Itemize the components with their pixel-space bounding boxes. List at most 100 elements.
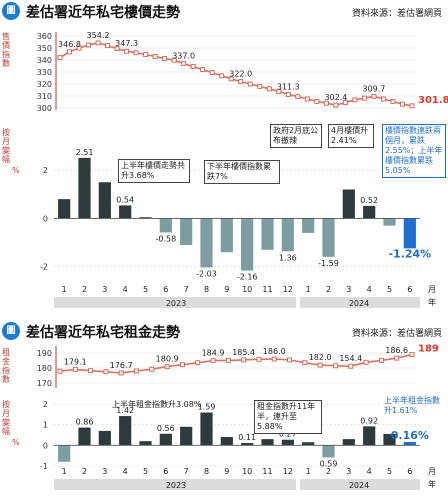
data-point (238, 79, 244, 85)
data-point (378, 357, 384, 363)
bar (220, 437, 233, 446)
data-point (143, 52, 149, 58)
x-tick-label: 12 (283, 467, 293, 476)
bar (403, 442, 416, 446)
data-label: 189 (418, 344, 439, 355)
year-suffix: 年 (428, 297, 436, 307)
bar (241, 218, 254, 271)
rent-change-y-label: 按月變幅 (2, 400, 10, 436)
x-tick-label: 9 (224, 467, 229, 476)
price-change-unit: % (12, 166, 20, 175)
data-label: 180.9 (156, 355, 179, 364)
data-point (409, 352, 415, 358)
x-tick-label: 6 (407, 285, 412, 294)
data-point (361, 95, 367, 101)
data-point (152, 53, 158, 59)
data-label: 309.7 (362, 84, 385, 93)
x-tick-label: 4 (367, 285, 372, 294)
data-point (57, 368, 63, 374)
annotation-h1-price: 上半年樓價走勢共升3.68% (118, 159, 190, 183)
data-point (409, 103, 415, 109)
data-point (133, 50, 139, 56)
bar (342, 439, 355, 446)
data-point (342, 100, 348, 106)
y-tick-label: 0 (43, 214, 48, 223)
data-label: -2.16 (237, 273, 258, 282)
x-tick-label: 7 (184, 467, 189, 476)
x-tick-label: 2 (82, 467, 87, 476)
data-point (179, 362, 185, 368)
data-label: 0.16% (391, 429, 429, 442)
annotation-rent-streak: 租金指數升11年半，連升至5.88% (254, 400, 322, 434)
data-point (314, 98, 320, 104)
data-label: 337.0 (172, 52, 195, 61)
year-band (54, 297, 296, 308)
x-tick-label: 7 (184, 285, 189, 294)
data-label: -0.58 (155, 234, 176, 243)
source-note: 資料來源：差估署網頁 (351, 9, 442, 19)
data-label: 0.59 (320, 459, 338, 468)
y-tick-label: 350 (37, 44, 52, 53)
x-tick-label: 4 (367, 467, 372, 476)
data-point (266, 86, 272, 92)
y-tick-label: -1 (40, 462, 48, 471)
year-band (300, 297, 420, 308)
year-label: 2023 (166, 481, 186, 490)
data-point (118, 370, 124, 376)
chart-title: 差估署近年私宅租金走勢 (26, 325, 180, 341)
data-label: 186.6 (385, 346, 408, 355)
y-tick-label: 330 (37, 68, 52, 77)
data-label: 302.4 (324, 93, 347, 102)
data-label: 322.0 (229, 70, 252, 79)
bar (342, 189, 355, 219)
data-label: 347.3 (115, 39, 138, 48)
x-tick-label: 1 (306, 467, 311, 476)
data-point (181, 61, 187, 67)
data-point (86, 42, 91, 48)
data-point (57, 55, 63, 61)
year-band (300, 479, 420, 490)
bar (119, 416, 132, 446)
data-point (271, 356, 277, 362)
data-point (200, 67, 206, 73)
data-label: -2.03 (196, 269, 217, 278)
data-label: 179.1 (64, 357, 87, 366)
data-point (241, 357, 247, 363)
data-point (352, 97, 358, 103)
series-line (59, 353, 413, 374)
data-point (276, 88, 282, 94)
data-label: 1.42 (116, 406, 134, 415)
x-tick-label: 6 (163, 467, 168, 476)
data-point (363, 359, 369, 365)
data-point (348, 363, 354, 369)
data-point (210, 358, 216, 364)
x-tick-label: 6 (407, 467, 412, 476)
data-point (105, 43, 111, 49)
x-tick-label: 1 (62, 467, 67, 476)
data-point (394, 355, 400, 361)
annotation-h2-price: 下半年樓價指數累跌7% (204, 160, 280, 184)
year-label: 2024 (349, 481, 369, 490)
data-label: 0.11 (238, 433, 256, 442)
month-label: 月 (428, 467, 436, 476)
x-tick-label: 1 (306, 285, 311, 294)
x-tick-label: 1 (62, 285, 67, 294)
y-tick-label: 300 (37, 104, 52, 113)
bar (261, 439, 274, 446)
rent-line-chart: 190 180 170 179.1 176.7 180.9 184.9 185.4 186.0 1… (37, 344, 439, 388)
x-tick-label: 8 (204, 285, 209, 294)
data-point (381, 96, 386, 102)
x-tick-label: 4 (123, 285, 128, 294)
data-point (257, 83, 263, 89)
rent-header: 圖 差估署近年私宅租金走勢 資料來源：差估署網頁 (0, 320, 448, 342)
data-point (287, 357, 293, 363)
bar (322, 445, 335, 458)
y-tick-label: 180 (37, 364, 52, 373)
data-label: 182.0 (309, 353, 332, 362)
bar (302, 218, 315, 233)
price-change-y-label: 按月變幅 (2, 128, 10, 164)
year-suffix: 年 (428, 479, 436, 489)
data-label: 1.36 (279, 253, 297, 262)
data-point (302, 360, 308, 366)
data-label: 1.59 (198, 403, 216, 412)
